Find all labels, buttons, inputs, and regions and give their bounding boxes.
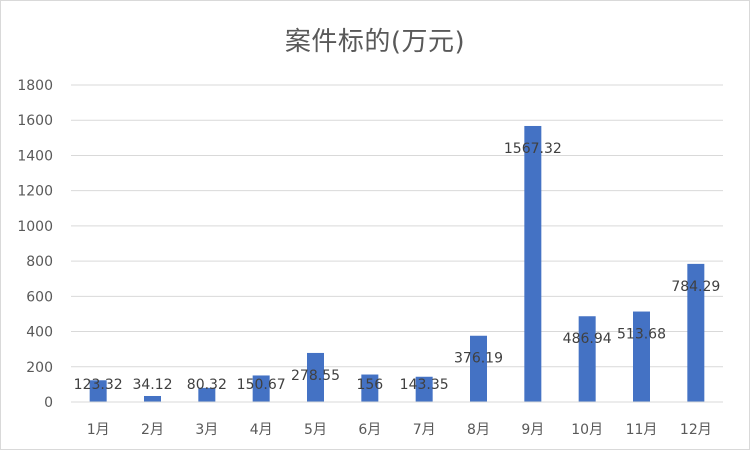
x-tick-label: 4月 [250,422,273,438]
y-tick-label: 1000 [17,219,53,235]
x-tick-label: 6月 [358,422,381,438]
bar-5 [307,352,324,402]
x-tick-label: 8月 [467,422,490,438]
bar-9 [524,125,542,402]
bar-4 [252,375,270,402]
y-tick-label: 400 [26,325,53,341]
data-label-4: 150.67 [237,377,286,393]
bar-7 [415,376,433,402]
data-label-9: 1567.32 [504,141,562,157]
y-tick-label: 200 [26,360,53,376]
data-label-10: 486.94 [563,331,612,347]
data-label-5: 278.55 [291,368,340,384]
x-tick-label: 2月 [141,422,164,438]
y-tick-label: 800 [26,254,53,270]
bar-1 [89,380,107,402]
y-tick-label: 1400 [17,148,53,164]
x-tick-label: 12月 [680,422,712,438]
bar-10 [578,316,596,402]
y-tick-label: 600 [26,289,53,305]
x-tick-label: 11月 [626,422,658,438]
x-tick-label: 1月 [87,422,110,438]
x-tick-label: 5月 [304,422,327,438]
bar-3 [198,387,216,402]
x-tick-label: 9月 [521,422,544,438]
bar-12 [687,263,705,402]
data-label-2: 34.12 [132,377,172,393]
y-tick-label: 1200 [17,184,53,200]
y-tick-label: 1800 [17,78,53,94]
bar-8 [470,335,487,402]
x-tick-label: 3月 [195,422,218,438]
x-tick-label: 7月 [413,422,436,438]
data-label-7: 143.35 [400,377,449,393]
data-label-8: 376.19 [454,351,503,367]
y-tick-label: 1600 [17,113,53,129]
data-label-11: 513.68 [617,327,666,343]
data-label-6: 156 [356,377,383,393]
data-label-3: 80.32 [187,377,227,393]
bar-6 [361,374,379,402]
chart-title: 案件标的(万元) [284,27,466,57]
bar-2 [144,395,161,402]
data-label-12: 784.29 [671,279,720,295]
bar-11 [633,311,650,402]
y-tick-label: 0 [44,395,53,411]
data-label-1: 123.32 [74,377,123,393]
x-tick-label: 10月 [571,422,603,438]
